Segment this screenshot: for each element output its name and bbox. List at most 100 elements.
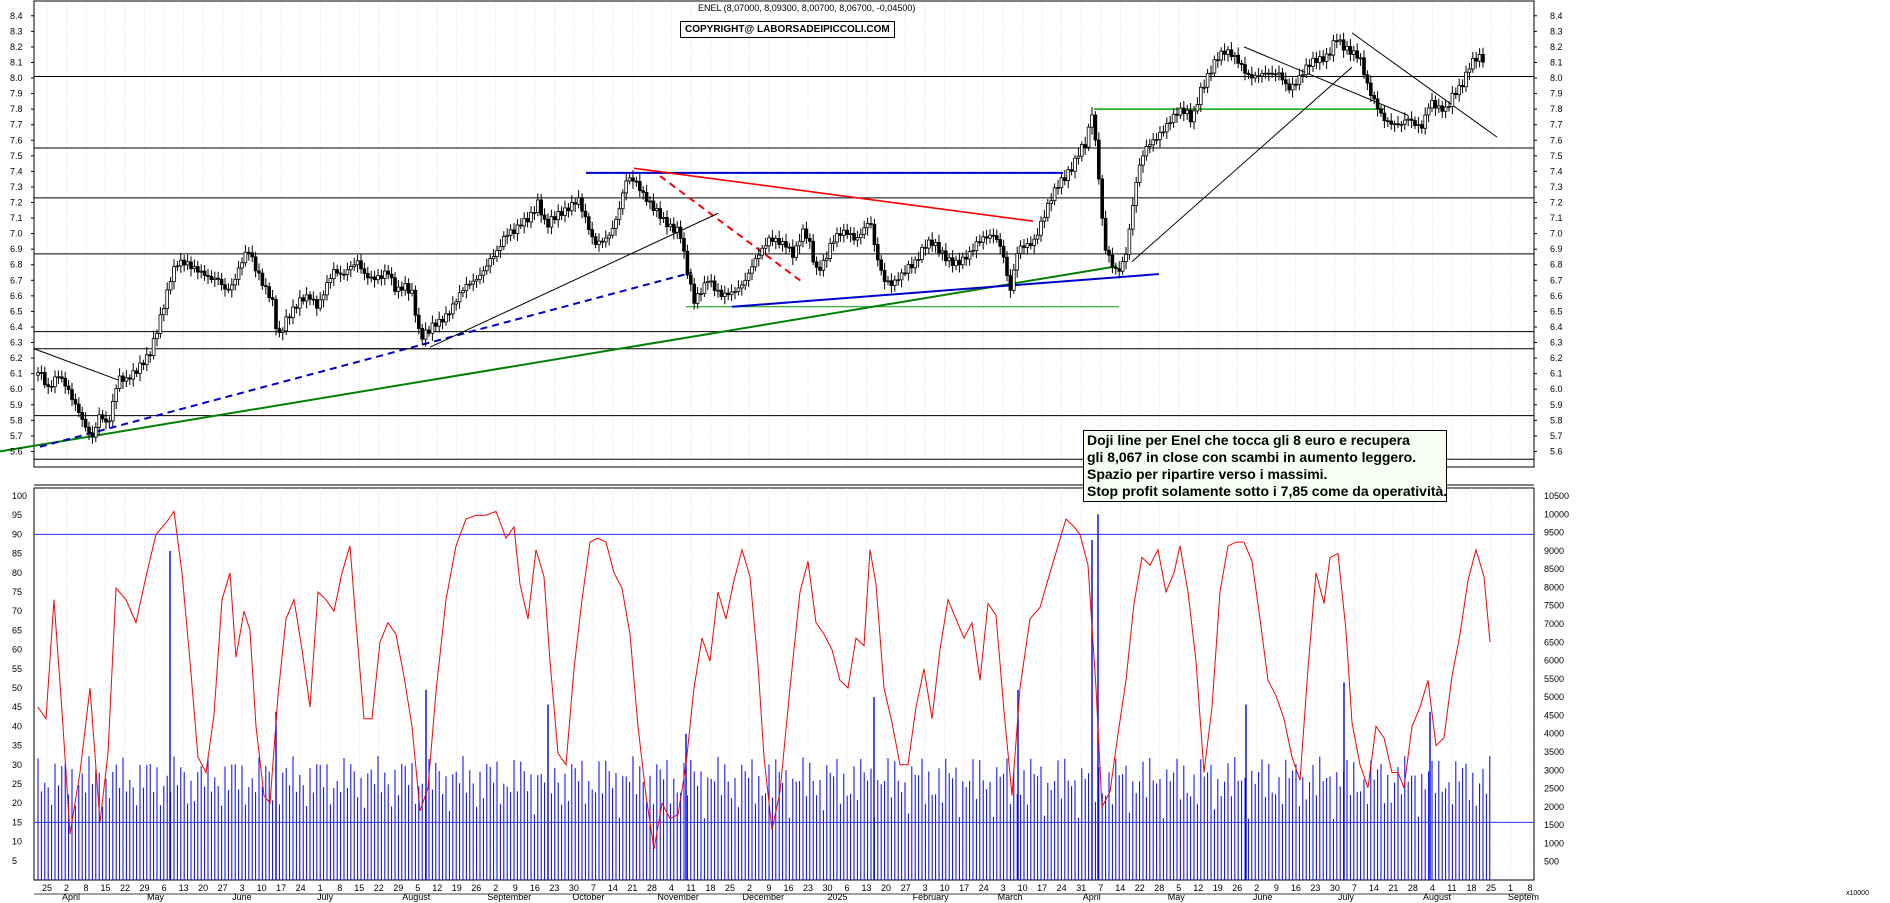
candle-body bbox=[1107, 249, 1111, 256]
candle-body bbox=[175, 265, 180, 268]
candle-body bbox=[1209, 72, 1213, 75]
annotation-box: Doji line per Enel che tocca gli 8 euro … bbox=[1083, 430, 1447, 502]
oscillator-tick-label: 15 bbox=[12, 817, 22, 827]
candle-body bbox=[981, 236, 985, 243]
oscillator-panel-frame bbox=[33, 487, 1535, 881]
day-tick-label: 18 bbox=[1466, 883, 1476, 893]
day-tick-label: 2 bbox=[493, 883, 498, 893]
price-tick-label-left: 7.9 bbox=[10, 89, 23, 99]
day-tick-label: 22 bbox=[374, 883, 384, 893]
price-axis: 5.6 5.6 5.7 5.7 5.8 5.8 5.9 5.9 6.0 6.0 6.1 6.1 6.2 6… bbox=[10, 11, 1563, 457]
candle-body bbox=[961, 256, 965, 266]
candle-body bbox=[46, 384, 50, 387]
candle-body bbox=[1403, 119, 1407, 125]
candle-body bbox=[563, 207, 567, 216]
price-tick-label-right: 6.9 bbox=[1550, 244, 1563, 254]
candle-body bbox=[141, 362, 146, 366]
candle-body bbox=[736, 287, 741, 293]
candle-body bbox=[457, 292, 462, 303]
candle-body bbox=[1080, 144, 1084, 157]
candle-body bbox=[668, 223, 673, 228]
trendline-thin-black-1 bbox=[429, 212, 719, 348]
candle-body bbox=[791, 246, 795, 258]
candle-body bbox=[1216, 59, 1220, 62]
day-tick-label: 1 bbox=[1508, 883, 1513, 893]
candle-body bbox=[1297, 75, 1302, 85]
candle-body bbox=[1396, 123, 1400, 126]
candle-body bbox=[967, 251, 972, 260]
candle-body bbox=[634, 180, 639, 183]
candle-body bbox=[216, 277, 221, 280]
candle-body bbox=[699, 293, 703, 296]
candle-body bbox=[695, 293, 700, 304]
candle-body bbox=[1120, 261, 1125, 272]
candle-body bbox=[719, 289, 724, 298]
day-tick-label: 19 bbox=[1213, 883, 1223, 893]
annotation-line-1: Doji line per Enel che tocca gli 8 euro … bbox=[1087, 432, 1410, 448]
candle-body bbox=[1076, 155, 1081, 159]
candle-body bbox=[1151, 139, 1156, 146]
candle-body bbox=[155, 333, 159, 339]
candle-body bbox=[818, 266, 822, 271]
price-tick-label-right: 5.8 bbox=[1550, 415, 1563, 425]
oscillator-tick-label: 30 bbox=[12, 760, 22, 770]
candle-body bbox=[461, 290, 465, 294]
candle-body bbox=[964, 256, 968, 260]
candle-body bbox=[134, 370, 139, 374]
price-tick-label-right: 7.3 bbox=[1550, 182, 1563, 192]
candle-body bbox=[267, 286, 271, 298]
candle-body bbox=[77, 403, 81, 413]
candle-body bbox=[1358, 57, 1363, 60]
day-tick-label: 22 bbox=[1135, 883, 1145, 893]
price-tick-label-left: 6.8 bbox=[10, 260, 23, 270]
candle-body bbox=[1046, 203, 1050, 218]
price-tick-label-right: 6.0 bbox=[1550, 384, 1563, 394]
day-tick-label: 13 bbox=[862, 883, 872, 893]
price-tick-label-left: 5.9 bbox=[10, 400, 23, 410]
candle-body bbox=[876, 244, 880, 261]
price-tick-label-right: 7.1 bbox=[1550, 213, 1563, 223]
candle-body bbox=[794, 245, 798, 258]
price-tick-label-right: 8.1 bbox=[1550, 57, 1563, 67]
candle-body bbox=[1059, 177, 1064, 188]
price-tick-label-left: 7.4 bbox=[10, 166, 23, 176]
price-tick-label-left: 6.0 bbox=[10, 384, 23, 394]
candle-body bbox=[471, 280, 475, 285]
candle-body bbox=[869, 223, 873, 225]
candle-body bbox=[83, 418, 88, 428]
candle-body bbox=[396, 286, 401, 292]
candle-body bbox=[1154, 138, 1159, 141]
candle-body bbox=[1471, 57, 1475, 70]
day-tick-label: 13 bbox=[179, 883, 189, 893]
candle-body bbox=[338, 272, 343, 275]
price-tick-label-left: 6.4 bbox=[10, 322, 23, 332]
month-label: February bbox=[913, 892, 950, 902]
volume-tick-label: 3500 bbox=[1544, 747, 1564, 757]
candle-body bbox=[223, 284, 227, 290]
price-tick-label-left: 6.6 bbox=[10, 291, 23, 301]
candle-body bbox=[848, 233, 853, 236]
candle-body bbox=[529, 212, 533, 223]
volume-scale-note: x10000 bbox=[1846, 890, 1869, 897]
candle-body bbox=[519, 224, 523, 227]
day-tick-label: 26 bbox=[471, 883, 481, 893]
candle-body bbox=[1124, 253, 1128, 262]
candle-body bbox=[559, 211, 564, 216]
candle-body bbox=[1287, 83, 1292, 91]
candle-body bbox=[1423, 114, 1428, 129]
candle-body bbox=[1022, 245, 1026, 248]
day-tick-label: 19 bbox=[452, 883, 462, 893]
day-tick-label: 20 bbox=[198, 883, 208, 893]
price-tick-label-left: 6.9 bbox=[10, 244, 23, 254]
candle-body bbox=[689, 274, 693, 285]
candle-body bbox=[1239, 62, 1244, 65]
oscillator-tick-label: 50 bbox=[12, 683, 22, 693]
candle-body bbox=[1008, 275, 1013, 291]
candle-body bbox=[825, 258, 829, 261]
day-tick-label: 7 bbox=[591, 883, 596, 893]
price-tick-label-left: 8.4 bbox=[10, 11, 23, 21]
candle-body bbox=[1158, 131, 1162, 140]
candle-body bbox=[294, 306, 299, 309]
price-tick-label-right: 7.6 bbox=[1550, 135, 1563, 145]
price-tick-label-left: 7.1 bbox=[10, 213, 23, 223]
